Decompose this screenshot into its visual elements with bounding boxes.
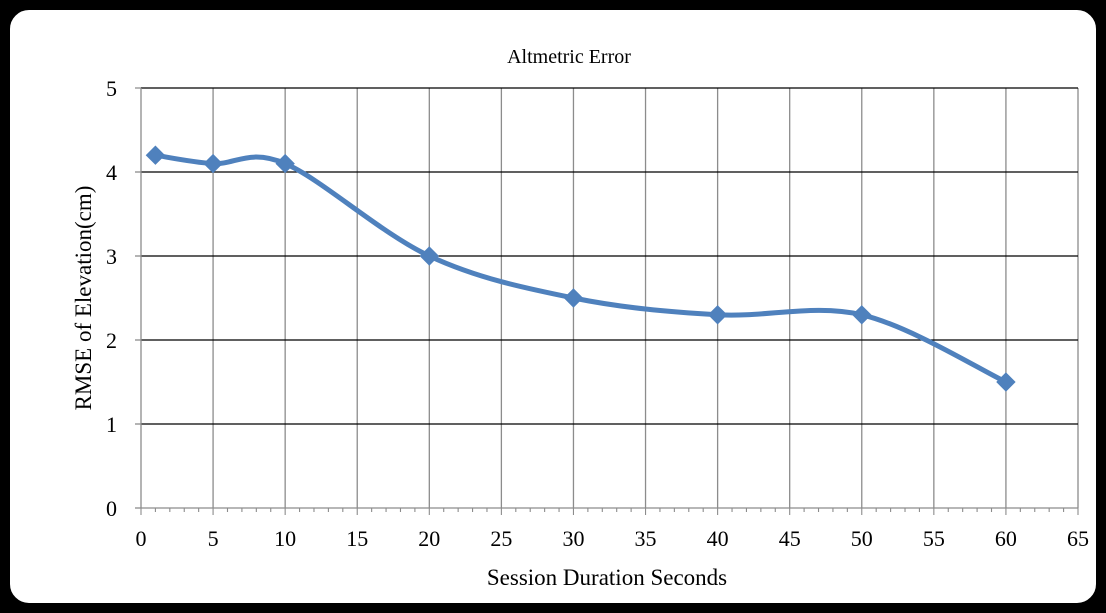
data-point-marker	[419, 246, 440, 266]
y-tick-label: 0	[106, 496, 117, 521]
series-line	[152, 152, 1009, 385]
x-tick-label: 50	[851, 526, 873, 551]
x-tick-label: 5	[208, 526, 219, 551]
y-tick-label: 3	[106, 244, 117, 269]
chart-title: Altmetric Error	[507, 46, 631, 68]
y-tick-labels: 0 1 2 3 4 5	[106, 76, 117, 521]
chart: Altmetric Error 0 5 10 15 20 25 30 35 40 45 50 55 60…	[71, 46, 1090, 590]
data-point-marker	[275, 153, 295, 174]
axes	[135, 87, 1079, 515]
x-tick-label: 35	[635, 526, 657, 551]
grid-lines	[141, 87, 1079, 508]
x-tick-label: 65	[1067, 526, 1089, 551]
y-tick-label: 5	[106, 76, 117, 101]
y-tick-label: 1	[106, 412, 117, 437]
x-tick-label: 60	[995, 526, 1017, 551]
x-tick-label: 0	[136, 526, 147, 551]
x-tick-labels: 0 5 10 15 20 25 30 35 40 45 50 55 60 65	[136, 526, 1090, 551]
x-tick-label: 30	[562, 526, 584, 551]
chart-frame: Altmetric Error 0 5 10 15 20 25 30 35 40 45 50 55 60…	[7, 7, 1099, 606]
x-tick-label: 15	[346, 526, 368, 551]
series-layer	[145, 145, 1016, 392]
x-tick-label: 25	[490, 526, 512, 551]
x-axis-label: Session Duration Seconds	[487, 565, 727, 590]
data-point-marker	[563, 288, 584, 308]
y-axis-label: RMSE of Elevation(cm)	[71, 186, 96, 411]
data-point-marker	[707, 305, 728, 325]
x-tick-label: 10	[274, 526, 296, 551]
data-point-marker	[852, 305, 872, 325]
y-tick-label: 2	[106, 328, 117, 353]
x-tick-label: 40	[707, 526, 729, 551]
data-point-marker	[145, 145, 166, 165]
data-point-marker	[203, 153, 223, 174]
x-tick-label: 45	[779, 526, 801, 551]
x-tick-label: 20	[418, 526, 440, 551]
data-point-marker	[996, 372, 1016, 392]
y-tick-label: 4	[106, 160, 117, 185]
x-tick-label: 55	[923, 526, 945, 551]
